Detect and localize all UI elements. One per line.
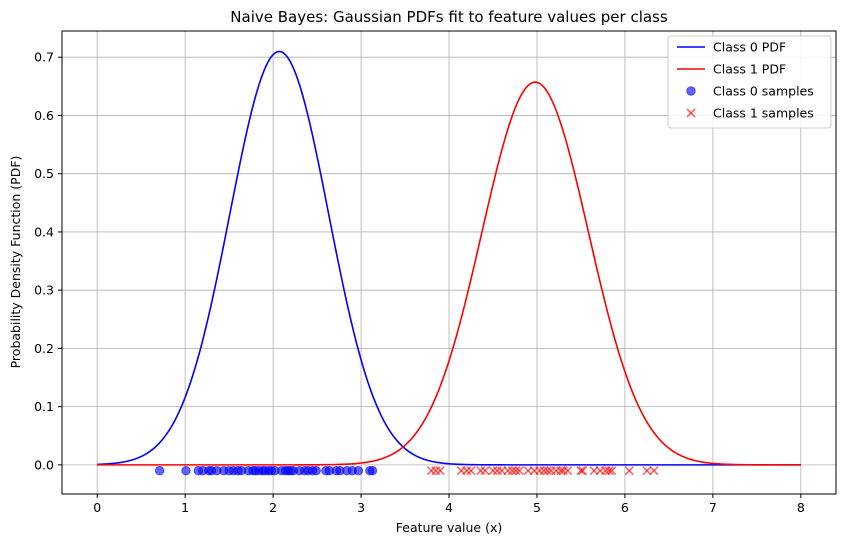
legend-class1-pdf-label: Class 1 PDF — [713, 62, 786, 77]
class1-sample-point — [476, 466, 486, 476]
class0-sample-point — [181, 466, 191, 476]
class1-sample-point — [514, 466, 524, 476]
class1-sample-point — [511, 466, 521, 476]
class1-sample-point — [426, 466, 436, 476]
class1-sample-point — [576, 466, 586, 476]
class1-sample-point — [551, 466, 561, 476]
class0-sample-point — [353, 466, 364, 476]
class1-sample-point — [642, 466, 652, 476]
class1-sample-point — [503, 466, 513, 476]
class1-sample-point — [488, 466, 498, 476]
class1-sample-point — [539, 466, 549, 476]
class1-sample-point — [435, 466, 445, 476]
legend-class1-samples-label: Class 1 samples — [713, 106, 814, 121]
class0-sample-point — [154, 466, 165, 476]
y-axis-ticks: 0.0 0.1 0.2 0.3 0.4 0.5 0.6 0.7 — [34, 50, 62, 472]
y-tick-label: 0.6 — [34, 108, 54, 123]
y-tick-label: 0.2 — [34, 341, 54, 356]
class1-sample-point — [492, 466, 502, 476]
x-tick-label: 3 — [357, 500, 365, 515]
legend-class1-samples-swatch — [686, 108, 696, 118]
class1-sample-point — [462, 466, 472, 476]
class1-sample-point — [607, 466, 617, 476]
class1-sample-point — [604, 466, 614, 476]
x-tick-label: 2 — [269, 500, 277, 515]
class1-sample-point — [624, 466, 634, 476]
y-tick-label: 0.7 — [34, 50, 54, 65]
y-tick-label: 0.0 — [34, 457, 54, 472]
x-tick-label: 5 — [533, 500, 541, 515]
class1-pdf-line — [97, 81, 801, 466]
y-tick-label: 0.4 — [34, 224, 54, 239]
class0-sample-point — [367, 466, 378, 476]
class1-sample-point — [578, 466, 588, 476]
y-tick-label: 0.5 — [34, 166, 54, 181]
class0-sample-point — [311, 466, 321, 476]
x-tick-label: 4 — [445, 500, 453, 515]
y-tick-label: 0.1 — [34, 399, 54, 414]
class0-pdf-line — [97, 50, 801, 466]
class1-sample-point — [556, 466, 566, 476]
legend-class0-samples-swatch — [686, 86, 696, 96]
legend-box — [667, 35, 832, 129]
class1-sample-point — [431, 466, 441, 476]
class1-sample-point — [649, 466, 659, 476]
grid — [62, 31, 836, 494]
class1-sample-point — [466, 466, 476, 476]
x-tick-label: 1 — [181, 500, 189, 515]
pdf-curves — [97, 50, 801, 466]
class1-sample-point — [480, 466, 490, 476]
y-axis-label: Probability Density Function (PDF) — [8, 156, 23, 369]
x-axis-label: Feature value (x) — [396, 520, 502, 535]
x-tick-label: 8 — [797, 500, 805, 515]
chart-title: Naive Bayes: Gaussian PDFs fit to featur… — [230, 8, 668, 26]
legend-class0-pdf-label: Class 0 PDF — [713, 40, 786, 55]
class1-sample-point — [542, 466, 553, 476]
y-tick-label: 0.3 — [34, 283, 54, 298]
legend-class0-samples-label: Class 0 samples — [713, 84, 814, 99]
x-tick-label: 7 — [709, 500, 717, 515]
class1-sample-point — [507, 466, 517, 476]
x-tick-label: 6 — [621, 500, 629, 515]
legend: Class 0 PDF Class 1 PDF Class 0 samples … — [667, 35, 832, 129]
class1-sample-point — [563, 466, 573, 476]
x-tick-label: 0 — [93, 500, 101, 515]
x-axis-ticks: 0 1 2 3 4 5 6 7 8 — [93, 494, 805, 515]
sample-markers — [154, 466, 659, 476]
